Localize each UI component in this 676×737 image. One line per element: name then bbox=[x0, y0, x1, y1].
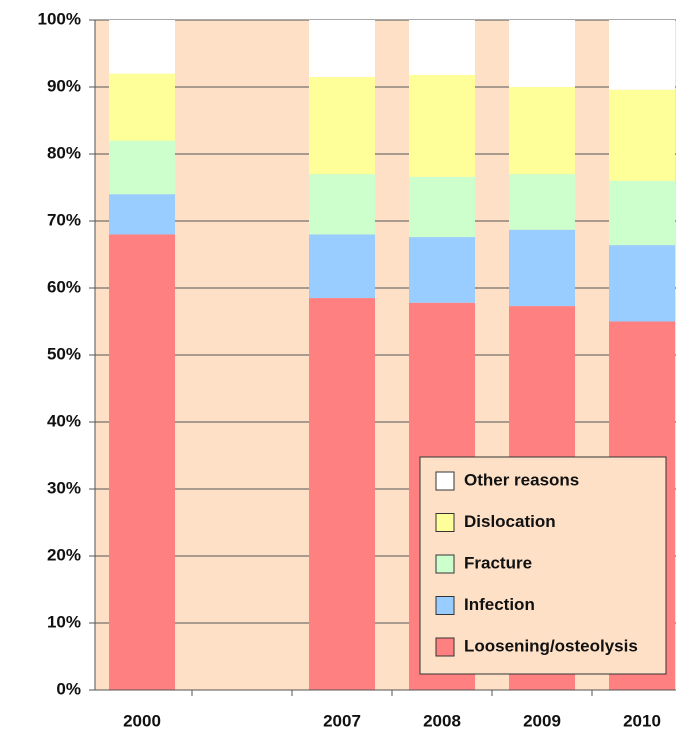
bar-segment bbox=[409, 237, 475, 303]
bar-segment bbox=[309, 298, 375, 690]
y-tick-label: 50% bbox=[47, 344, 81, 363]
legend-swatch bbox=[435, 637, 455, 657]
x-tick-label: 2010 bbox=[623, 711, 661, 730]
bar-segment bbox=[109, 234, 175, 690]
bar-segment bbox=[609, 20, 675, 90]
bar-segment bbox=[109, 73, 175, 141]
y-tick-label: 10% bbox=[47, 612, 81, 631]
legend-label: Dislocation bbox=[464, 512, 556, 531]
bar-segment bbox=[509, 174, 575, 230]
x-tick-label: 2007 bbox=[323, 711, 361, 730]
y-tick-label: 100% bbox=[38, 9, 81, 28]
legend-label: Fracture bbox=[464, 553, 532, 572]
y-tick-label: 90% bbox=[47, 76, 81, 95]
bar-segment bbox=[409, 20, 475, 75]
x-tick-label: 2009 bbox=[523, 711, 561, 730]
bar-segment bbox=[109, 194, 175, 235]
bar-segment bbox=[309, 234, 375, 299]
bar-segment bbox=[609, 245, 675, 322]
bar-segment bbox=[409, 74, 475, 177]
x-tick-label: 2008 bbox=[423, 711, 461, 730]
legend-swatch bbox=[435, 554, 455, 574]
bar-segment bbox=[509, 20, 575, 87]
legend-box bbox=[419, 456, 667, 675]
y-tick-label: 80% bbox=[47, 143, 81, 162]
bar-segment bbox=[609, 89, 675, 181]
x-tick-label: 2000 bbox=[123, 711, 161, 730]
legend-swatch bbox=[435, 513, 455, 532]
y-tick-label: 0% bbox=[56, 679, 81, 698]
bar-segment bbox=[509, 87, 575, 175]
bar-segment bbox=[109, 20, 175, 74]
bar-segment bbox=[309, 174, 375, 235]
y-tick-label: 60% bbox=[47, 277, 81, 296]
y-tick-label: 20% bbox=[47, 545, 81, 564]
bar-segment bbox=[509, 229, 575, 307]
legend-label: Other reasons bbox=[464, 470, 579, 489]
legend-label: Loosening/osteolysis bbox=[464, 636, 638, 655]
bar-segment bbox=[109, 140, 175, 195]
bar-segment bbox=[309, 76, 375, 175]
y-tick-label: 30% bbox=[47, 478, 81, 497]
legend-label: Infection bbox=[464, 595, 535, 614]
legend-swatch bbox=[435, 471, 455, 491]
bar-segment bbox=[409, 176, 475, 238]
y-tick-label: 70% bbox=[47, 210, 81, 229]
y-tick-label: 40% bbox=[47, 411, 81, 430]
bar-segment bbox=[309, 20, 375, 77]
legend: Loosening/osteolysis Infection Fracture Dis… bbox=[419, 456, 667, 675]
bar-segment bbox=[609, 180, 675, 246]
legend-swatch bbox=[435, 596, 455, 615]
